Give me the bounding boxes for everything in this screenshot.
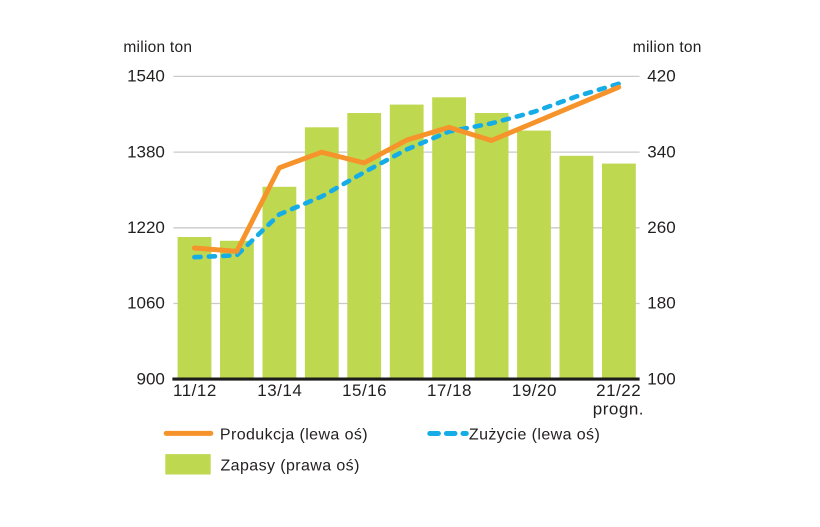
svg-text:21/22: 21/22 [596, 381, 641, 400]
svg-text:Zapasy (prawa oś): Zapasy (prawa oś) [221, 458, 360, 475]
svg-text:Zużycie (lewa oś): Zużycie (lewa oś) [469, 426, 600, 443]
svg-text:1060: 1060 [127, 294, 165, 313]
svg-text:13/14: 13/14 [257, 381, 302, 400]
svg-text:Produkcja (lewa oś): Produkcja (lewa oś) [220, 426, 368, 443]
svg-text:milion ton: milion ton [633, 39, 702, 56]
svg-text:260: 260 [647, 218, 675, 237]
svg-text:1380: 1380 [127, 142, 165, 161]
svg-text:900: 900 [137, 369, 165, 388]
svg-text:1540: 1540 [127, 67, 165, 86]
svg-text:milion ton: milion ton [123, 39, 192, 56]
svg-text:progn.: progn. [593, 399, 644, 418]
svg-text:340: 340 [647, 142, 675, 161]
svg-text:180: 180 [647, 294, 675, 313]
svg-text:1220: 1220 [127, 218, 165, 237]
svg-text:100: 100 [647, 369, 675, 388]
svg-text:11/12: 11/12 [173, 381, 217, 400]
svg-text:19/20: 19/20 [512, 381, 557, 400]
svg-text:420: 420 [647, 67, 675, 86]
svg-text:15/16: 15/16 [342, 381, 387, 400]
svg-text:17/18: 17/18 [427, 381, 472, 400]
